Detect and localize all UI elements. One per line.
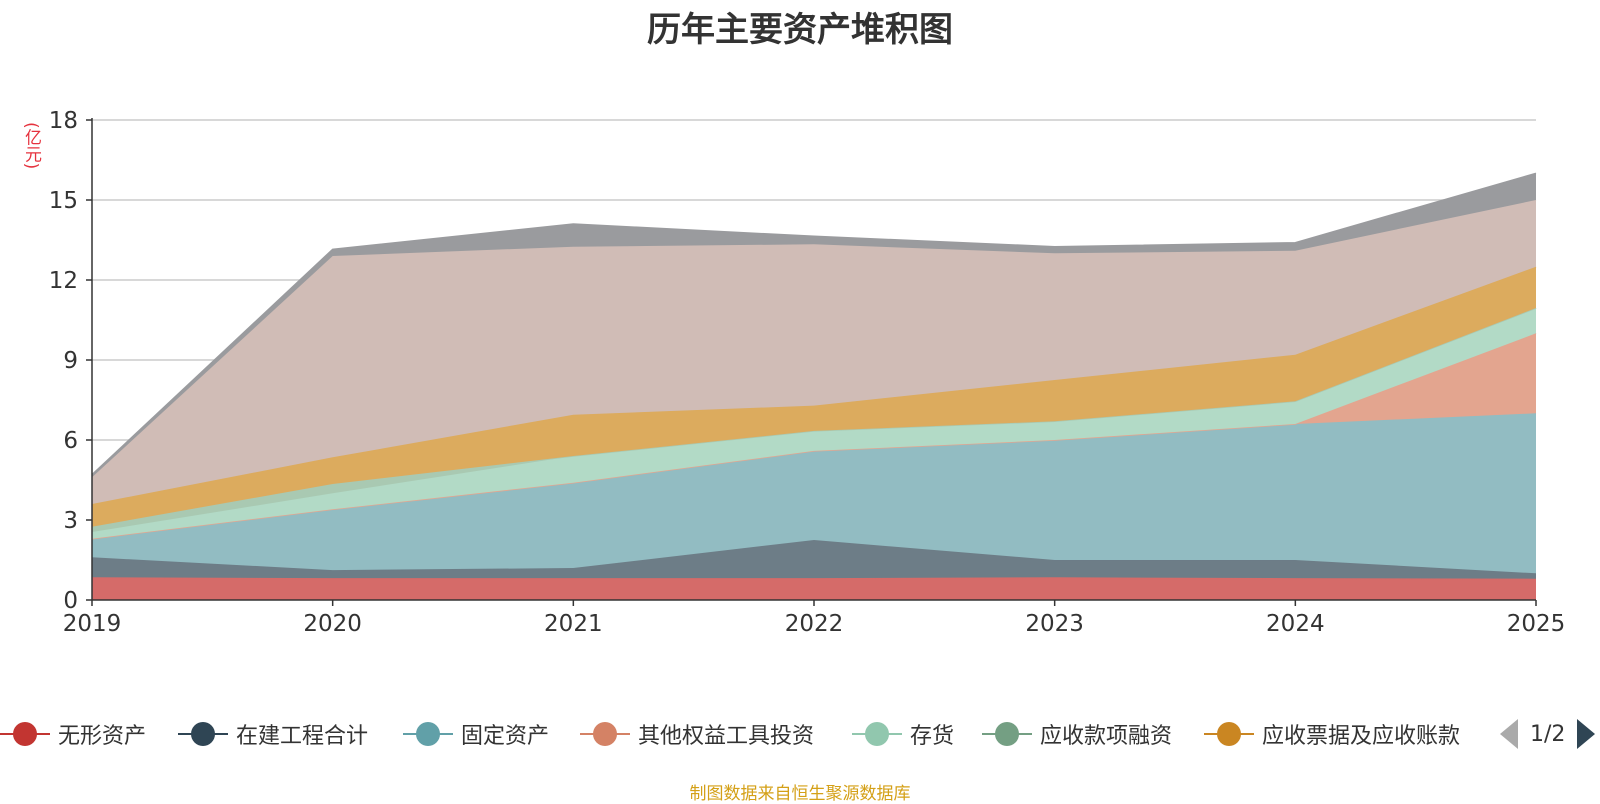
tick-labels: 0 3 6 9 12 15 18 2019 2020 2021 2022 2023 2024 2025 bbox=[49, 108, 1566, 637]
x-tick-label: 2019 bbox=[63, 611, 122, 637]
area-0 bbox=[92, 577, 1536, 600]
legend-swatch-icon bbox=[580, 715, 630, 753]
axes bbox=[86, 118, 1537, 606]
area-6 bbox=[92, 266, 1536, 527]
legend-item-3[interactable]: 其他权益工具投资 bbox=[580, 715, 814, 753]
area-2 bbox=[92, 413, 1536, 574]
area-1 bbox=[92, 540, 1536, 579]
legend-item-4[interactable]: 存货 bbox=[852, 715, 954, 753]
legend-label: 其他权益工具投资 bbox=[638, 724, 815, 749]
legend-label: 在建工程合计 bbox=[236, 724, 369, 749]
pager-page-text: 1/2 bbox=[1530, 721, 1566, 747]
legend: 无形资产 在建工程合计 固定资产 其他权益工具投资 存货 应收款项融资 应收票据… bbox=[0, 715, 1600, 755]
legend-item-6[interactable]: 应收票据及应收账款 bbox=[1204, 715, 1460, 753]
pager-prev-icon[interactable] bbox=[1500, 719, 1518, 749]
area-series bbox=[91, 172, 1537, 600]
y-tick-label: 6 bbox=[63, 428, 78, 454]
legend-pager: 1/2 bbox=[1500, 715, 1596, 753]
y-axis-unit: (亿元) bbox=[21, 122, 41, 170]
x-tick-label: 2025 bbox=[1507, 611, 1566, 637]
x-tick-label: 2021 bbox=[544, 611, 603, 637]
y-tick-label: 12 bbox=[49, 268, 78, 294]
legend-swatch-icon bbox=[0, 715, 50, 753]
legend-swatch-icon bbox=[178, 715, 228, 753]
x-tick-label: 2020 bbox=[303, 611, 362, 637]
area-7 bbox=[92, 200, 1536, 504]
y-tick-label: 0 bbox=[63, 588, 78, 614]
legend-label: 无形资产 bbox=[58, 724, 147, 749]
data-source-note: 制图数据来自恒生聚源数据库 bbox=[689, 784, 911, 804]
legend-item-0[interactable]: 无形资产 bbox=[0, 715, 146, 753]
area-4 bbox=[92, 308, 1536, 539]
legend-swatch-icon bbox=[852, 715, 902, 753]
x-tick-label: 2024 bbox=[1266, 611, 1325, 637]
stacked-area-chart: 0 3 6 9 12 15 18 2019 2020 2021 2022 2023 2024 2025 bbox=[49, 108, 1566, 637]
y-tick-label: 15 bbox=[49, 188, 78, 214]
pager-next-icon[interactable] bbox=[1577, 719, 1596, 749]
legend-label: 应收款项融资 bbox=[1040, 724, 1173, 749]
legend-item-2[interactable]: 固定资产 bbox=[403, 715, 549, 753]
area-line-8 bbox=[91, 172, 1537, 476]
chart-title: 历年主要资产堆积图 bbox=[647, 10, 953, 50]
legend-swatch-icon bbox=[1204, 715, 1254, 753]
legend-label: 应收票据及应收账款 bbox=[1262, 724, 1461, 749]
legend-swatch-icon bbox=[982, 715, 1032, 753]
x-tick-label: 2023 bbox=[1025, 611, 1084, 637]
y-tick-label: 9 bbox=[63, 348, 78, 374]
y-tick-label: 3 bbox=[63, 508, 78, 534]
legend-label: 固定资产 bbox=[461, 724, 550, 749]
y-tick-label: 18 bbox=[49, 108, 78, 134]
area-8 bbox=[92, 173, 1536, 478]
x-tick-label: 2022 bbox=[785, 611, 844, 637]
legend-item-1[interactable]: 在建工程合计 bbox=[178, 715, 368, 753]
legend-swatch-icon bbox=[403, 715, 453, 753]
legend-label: 存货 bbox=[910, 724, 955, 749]
legend-item-5[interactable]: 应收款项融资 bbox=[982, 715, 1172, 753]
